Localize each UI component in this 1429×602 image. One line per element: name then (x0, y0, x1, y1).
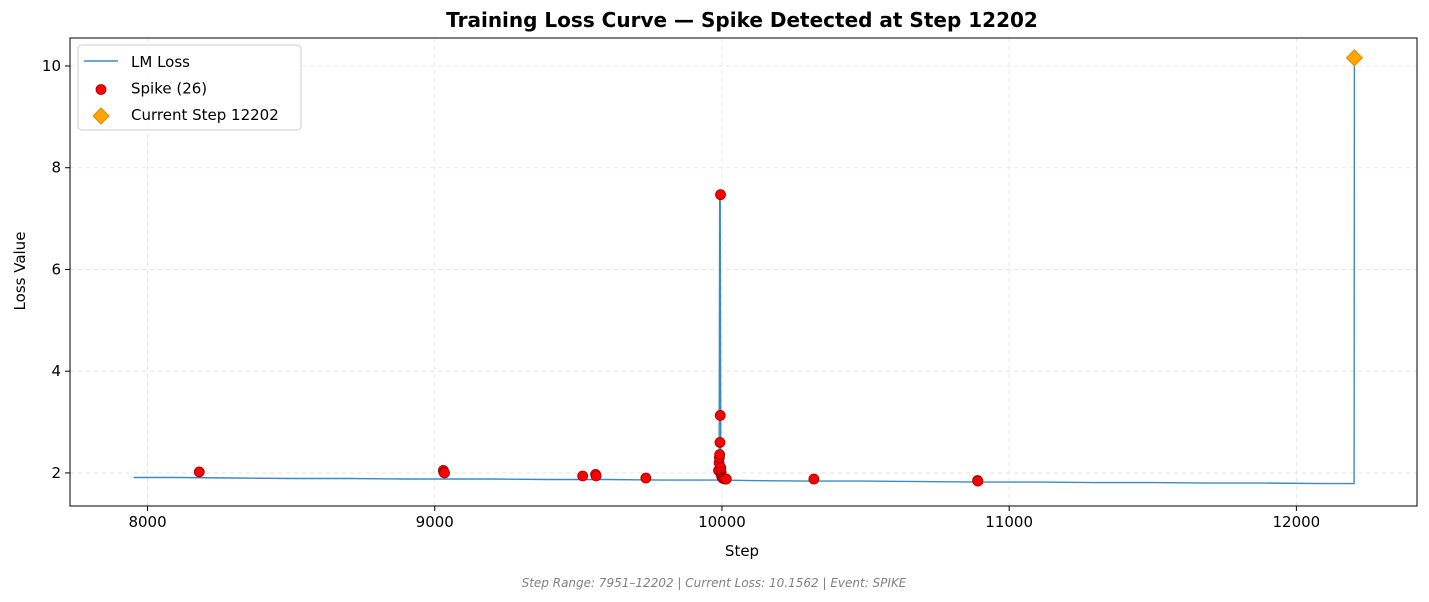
legend-box (77, 44, 302, 131)
spike-point (714, 437, 726, 448)
x-tick-label: 11000 (985, 513, 1033, 531)
x-tick-label: 9000 (416, 513, 454, 531)
spike-point (193, 466, 205, 478)
axes-frame (69, 37, 1418, 507)
spike-point (715, 189, 726, 201)
axis-ticks: 8000 9000 10000 11000 12000 2 4 6 8 10 (42, 57, 1320, 531)
y-tick-label: 10 (42, 57, 61, 75)
plot-area (133, 49, 1364, 487)
y-tick-label: 4 (51, 362, 61, 380)
x-tick-label: 8000 (128, 513, 166, 531)
legend: LM Loss Spike (26) Current Step 12202 (77, 44, 302, 131)
current-step-marker (1345, 49, 1364, 67)
grid (70, 38, 1417, 506)
x-axis-label: Step (725, 542, 759, 560)
x-tick-label: 12000 (1273, 513, 1321, 531)
spike-point (590, 470, 602, 482)
legend-spike-swatch (95, 84, 107, 95)
spike-point (714, 410, 726, 421)
spike-point (714, 449, 726, 461)
spike-point (720, 473, 732, 485)
y-tick-label: 2 (51, 464, 61, 482)
legend-label: LM Loss (131, 53, 190, 71)
spike-point (972, 475, 984, 487)
lm-loss-line (133, 57, 1356, 485)
x-tick-label: 10000 (698, 513, 746, 531)
spike-point (577, 470, 589, 482)
spike-point (640, 472, 652, 484)
spike-point (808, 473, 820, 485)
y-tick-label: 8 (51, 159, 61, 177)
y-tick-label: 6 (51, 260, 61, 278)
legend-label: Current Step 12202 (131, 106, 279, 124)
spike-point (439, 467, 450, 479)
legend-label: Spike (26) (131, 80, 207, 98)
chart-title: Training Loss Curve — Spike Detected at … (446, 8, 1038, 32)
footer-note: Step Range: 7951–12202 | Current Loss: 1… (522, 576, 907, 590)
legend-marker-swatch (92, 107, 110, 125)
y-axis-label: Loss Value (11, 232, 29, 311)
